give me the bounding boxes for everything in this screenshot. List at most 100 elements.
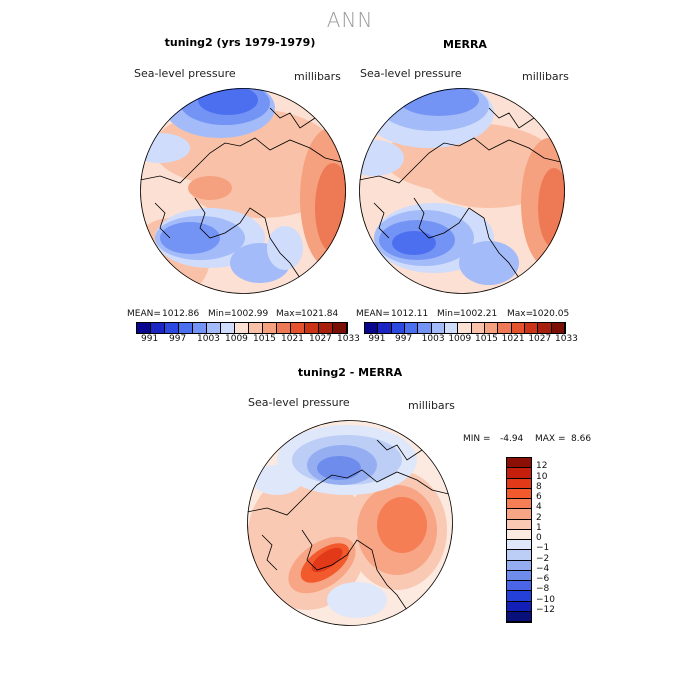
colorbar-tick-label: 1033 [337, 334, 360, 344]
colorbar-swatch [507, 509, 531, 520]
colorbar-swatch [431, 323, 445, 333]
colorbar-swatch [507, 468, 531, 479]
diff-max-label: MAX = [535, 434, 566, 444]
diff-max-value: 8.66 [571, 434, 592, 444]
colorbar-swatch [221, 323, 235, 333]
model-mean-label: MEAN= [127, 309, 161, 319]
model-min-label: Min= [208, 309, 232, 319]
diff-units-label: millibars [408, 399, 455, 412]
colorbar-tick-label: 4 [536, 502, 542, 513]
model-variable-label: Sea-level pressure [134, 67, 236, 80]
colorbar-tick-label: 6 [536, 492, 542, 502]
colorbar-swatch [179, 323, 193, 333]
diff-slp-map [247, 420, 453, 626]
colorbar-swatch [365, 323, 379, 333]
colorbar-swatch [193, 323, 207, 333]
colorbar-tick-label: 1009 [448, 334, 472, 344]
colorbar-tick-label: 1027 [309, 334, 332, 344]
colorbar-swatch [507, 478, 531, 489]
colorbar-tick-label: −8 [536, 584, 550, 595]
colorbar-tick-label: −1 [536, 543, 550, 554]
colorbar-swatch [498, 323, 512, 333]
colorbar-tick-label: 2 [536, 512, 542, 523]
obs-colorbar [364, 322, 566, 334]
colorbar-swatch [507, 611, 531, 622]
obs-mean-label: MEAN= [356, 309, 390, 319]
colorbar-swatch [458, 323, 472, 333]
colorbar-tick-label: 997 [169, 334, 187, 344]
colorbar-tick-label: 991 [141, 334, 159, 344]
colorbar-swatch [319, 323, 333, 333]
diff-colorbar [506, 457, 532, 623]
colorbar-swatch [551, 323, 565, 333]
colorbar-swatch [507, 560, 531, 571]
model-min-value: 1002.99 [231, 309, 269, 319]
colorbar-swatch [235, 323, 249, 333]
colorbar-tick-label: 1 [536, 522, 542, 533]
colorbar-tick-label: 8 [536, 481, 542, 492]
model-units-label: millibars [294, 70, 341, 83]
colorbar-swatch [507, 570, 531, 581]
colorbar-swatch [165, 323, 179, 333]
model-colorbar-ticks: 991 997 1003 1009 1015 1021 1027 1033 [136, 334, 360, 346]
colorbar-swatch [249, 323, 263, 333]
colorbar-swatch [507, 601, 531, 612]
colorbar-tick-label: −6 [536, 574, 550, 584]
colorbar-tick-label: 1015 [475, 334, 498, 344]
colorbar-swatch [507, 499, 531, 510]
colorbar-swatch [277, 323, 291, 333]
colorbar-swatch [418, 323, 432, 333]
colorbar-tick-label: 997 [395, 334, 413, 344]
obs-max-value: 1020.05 [532, 309, 570, 319]
colorbar-swatch [511, 323, 525, 333]
obs-units-label: millibars [522, 70, 569, 83]
colorbar-swatch [507, 488, 531, 499]
colorbar-tick-label: 991 [368, 334, 386, 344]
model-panel-title: tuning2 (yrs 1979-1979) [164, 36, 316, 49]
obs-min-label: Min= [437, 309, 461, 319]
colorbar-swatch [333, 323, 347, 333]
colorbar-swatch [538, 323, 552, 333]
colorbar-swatch [137, 323, 151, 333]
colorbar-swatch [507, 550, 531, 561]
obs-min-value: 1002.21 [460, 309, 498, 319]
diff-colorbar-ticks: 12 10 8 6 4 2 1 0 −1 −2 −4 −6 −8 −10 −12 [536, 457, 576, 621]
colorbar-tick-label: 1009 [225, 334, 248, 344]
colorbar-tick-label: 1003 [421, 334, 445, 344]
model-slp-map [140, 88, 346, 294]
colorbar-swatch [507, 591, 531, 602]
model-max-label: Max= [276, 309, 303, 319]
colorbar-swatch [404, 323, 419, 333]
diff-min-label: MIN = [463, 434, 491, 444]
colorbar-tick-label: 0 [536, 533, 542, 543]
diff-variable-label: Sea-level pressure [248, 396, 350, 409]
colorbar-swatch [507, 581, 531, 592]
colorbar-tick-label: −4 [536, 563, 550, 574]
obs-mean-value: 1012.11 [391, 309, 429, 319]
obs-variable-label: Sea-level pressure [360, 67, 462, 80]
model-colorbar [136, 322, 348, 334]
colorbar-swatch [471, 323, 485, 333]
colorbar-tick-label: −10 [536, 594, 555, 605]
colorbar-swatch [507, 529, 531, 540]
page-title: ANN [326, 8, 374, 32]
obs-slp-map [359, 88, 565, 294]
model-mean-value: 1012.86 [162, 309, 200, 319]
obs-colorbar-ticks: 991 997 1003 1009 1015 1021 1027 1033 [364, 334, 578, 346]
colorbar-tick-label: 1027 [528, 334, 552, 344]
colorbar-tick-label: 1003 [197, 334, 220, 344]
obs-panel-title: MERRA [443, 38, 487, 51]
colorbar-tick-label: 1021 [501, 334, 525, 344]
colorbar-tick-label: −12 [536, 604, 555, 615]
diff-panel-title: tuning2 - MERRA [297, 366, 403, 379]
colorbar-swatch [444, 323, 459, 333]
colorbar-swatch [378, 323, 392, 333]
colorbar-swatch [507, 458, 531, 469]
colorbar-swatch [207, 323, 221, 333]
colorbar-tick-label: 10 [536, 471, 548, 482]
diff-min-value: -4.94 [500, 434, 524, 444]
colorbar-swatch [305, 323, 319, 333]
colorbar-swatch [263, 323, 277, 333]
model-max-value: 1021.84 [301, 309, 339, 319]
colorbar-swatch [484, 323, 499, 333]
